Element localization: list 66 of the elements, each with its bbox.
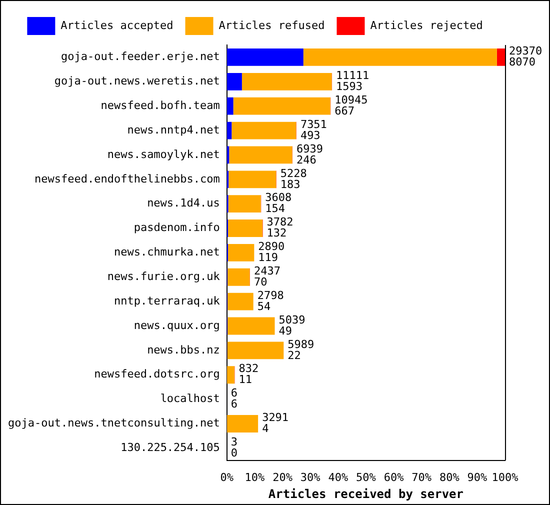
- y-tick-label: pasdenom.info: [134, 221, 220, 234]
- x-tick-label: 80%: [439, 470, 460, 484]
- annotation: 0: [230, 446, 238, 460]
- y-tick-label: news.samoylyk.net: [107, 148, 220, 161]
- x-tick-label: 100%: [492, 470, 519, 484]
- annotation: 132: [266, 226, 287, 240]
- annotation: 154: [265, 202, 286, 216]
- annotation: 119: [258, 251, 278, 264]
- y-tick-label: goja-out.news.weretis.net: [54, 74, 220, 88]
- y-tick-label: goja-out.news.tnetconsulting.net: [8, 416, 220, 430]
- annotation: 2798: [257, 288, 284, 302]
- y-tick-label: newsfeed.dotsrc.org: [94, 368, 220, 381]
- annotation: 3782: [266, 216, 294, 229]
- annotation: 667: [334, 104, 355, 118]
- annotation: 49: [278, 324, 292, 338]
- y-tick-label: newsfeed.endofthelinebbs.com: [34, 172, 220, 186]
- annotation: 3291: [262, 411, 289, 424]
- x-axis-title: Articles received by server: [268, 486, 464, 501]
- annotation: 6: [230, 398, 238, 411]
- annotation: 1593: [336, 80, 363, 94]
- y-tick-label: localhost: [160, 392, 220, 406]
- annotation: 11: [238, 373, 252, 386]
- x-tick-label: 0%: [220, 470, 234, 484]
- y-tick-label: 130.225.254.105: [120, 441, 220, 454]
- annotation: 5989: [288, 338, 314, 351]
- annotation: 2437: [254, 264, 280, 278]
- legend-label: Articles rejected: [370, 18, 483, 32]
- annotation: 7351: [300, 118, 327, 131]
- annotation: 54: [257, 300, 271, 313]
- annotation: 493: [300, 128, 320, 142]
- annotation: 3608: [265, 191, 292, 204]
- annotation: 183: [280, 178, 300, 191]
- annotation: 6939: [296, 142, 324, 156]
- y-tick-label: news.bbs.nz: [147, 343, 220, 356]
- x-tick-label: 40%: [328, 470, 348, 484]
- annotation: 3: [230, 436, 238, 449]
- annotation: 11111: [336, 69, 370, 82]
- annotation: 22: [288, 348, 301, 362]
- y-tick-label: news.chmurka.net: [114, 246, 220, 259]
- annotation: 29370: [509, 44, 542, 58]
- x-tick-label: 70%: [412, 470, 432, 484]
- x-tick-label: 90%: [467, 470, 488, 484]
- x-tick-label: 30%: [300, 470, 321, 484]
- x-tick-label: 20%: [272, 470, 293, 484]
- x-tick-label: 50%: [356, 470, 376, 484]
- y-tick-label: news.nntp4.net: [127, 123, 220, 136]
- annotation: 4: [262, 422, 270, 436]
- legend-label: Articles accepted: [60, 18, 174, 32]
- annotation: 5039: [278, 313, 306, 326]
- annotation: 70: [254, 275, 268, 288]
- annotation: 10945: [334, 93, 368, 106]
- y-tick-label: nntp.terraraq.uk: [114, 294, 220, 308]
- y-tick-label: news.quux.org: [134, 318, 220, 332]
- annotation: 2890: [258, 240, 285, 254]
- annotation: 246: [296, 153, 316, 166]
- x-tick-label: 10%: [244, 470, 266, 484]
- annotation: 5228: [280, 166, 307, 180]
- legend-label: Articles refused: [218, 18, 325, 32]
- annotation: 832: [238, 362, 259, 376]
- annotation: 8070: [509, 56, 536, 69]
- y-tick-label: news.furie.org.uk: [107, 270, 220, 283]
- y-tick-label: newsfeed.bofh.team: [100, 98, 220, 112]
- x-tick-label: 60%: [384, 470, 404, 484]
- y-tick-label: news.1d4.us: [147, 196, 220, 210]
- annotation: 6: [230, 386, 238, 400]
- y-tick-label: goja-out.feeder.erje.net: [60, 50, 220, 64]
